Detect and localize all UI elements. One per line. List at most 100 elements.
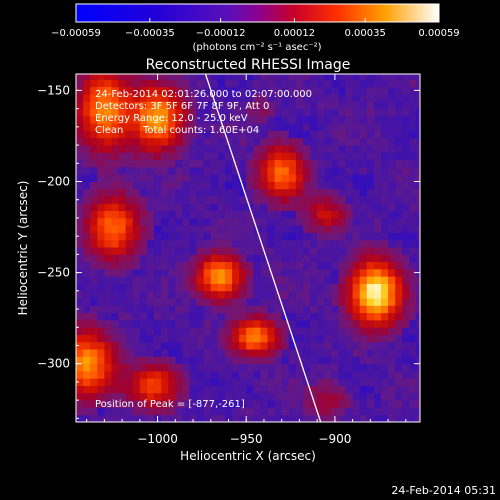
heatmap-cell <box>388 407 396 416</box>
heatmap-cell <box>345 188 354 197</box>
heatmap-cell <box>139 385 148 394</box>
heatmap-cell <box>366 115 375 124</box>
heatmap-cell <box>175 356 183 365</box>
heatmap-cell <box>366 356 375 365</box>
heatmap-cell <box>388 385 396 394</box>
heatmap-cell <box>345 137 354 146</box>
heatmap-cell <box>239 334 247 343</box>
heatmap-cell <box>331 203 339 212</box>
heatmap-cell <box>97 370 105 379</box>
heatmap-cell <box>76 247 84 255</box>
heatmap-cell <box>104 363 112 372</box>
heatmap-cell <box>253 283 261 292</box>
heatmap-cell <box>402 130 410 139</box>
heatmap-cell <box>324 247 332 255</box>
heatmap-cell <box>132 268 141 277</box>
heatmap-cell <box>246 108 254 117</box>
heatmap-cell <box>338 74 346 80</box>
heatmap-cell <box>175 312 183 321</box>
heatmap-cell <box>388 108 396 117</box>
heatmap-cell <box>83 312 91 321</box>
heatmap-cell <box>83 101 91 110</box>
heatmap-cell <box>111 327 119 335</box>
heatmap-cell <box>125 254 134 263</box>
heatmap-cell <box>395 370 403 379</box>
heatmap-cell <box>146 94 155 102</box>
heatmap-cell <box>402 305 410 314</box>
heatmap-cell <box>416 283 420 292</box>
heatmap-cell <box>203 268 212 277</box>
heatmap-cell <box>395 123 403 131</box>
heatmap-cell <box>224 166 233 175</box>
heatmap-cell <box>267 400 275 408</box>
heatmap-cell <box>189 86 197 95</box>
heatmap-cell <box>168 356 176 365</box>
heatmap-cell <box>373 370 382 379</box>
heatmap-cell <box>388 130 396 139</box>
heatmap-cell <box>154 276 162 284</box>
heatmap-cell <box>281 123 290 131</box>
heatmap-cell <box>317 210 325 219</box>
heatmap-cell <box>281 290 290 299</box>
heatmap-cell <box>267 210 275 219</box>
heatmap-cell <box>76 414 84 422</box>
heatmap-cell <box>97 123 105 131</box>
heatmap-cell <box>196 312 205 321</box>
heatmap-cell <box>111 181 119 190</box>
heatmap-cell <box>267 239 275 248</box>
heatmap-cell <box>189 94 197 102</box>
heatmap-cell <box>359 400 368 408</box>
colorbar-tick-label: −0.00035 <box>125 28 175 39</box>
heatmap-cell <box>267 407 275 416</box>
heatmap-cell <box>402 385 410 394</box>
colorbar-tick-label: −0.00059 <box>51 28 101 39</box>
heatmap-cell <box>232 188 240 197</box>
heatmap-cell <box>338 254 346 263</box>
heatmap-cell <box>380 196 389 204</box>
heatmap-cell <box>302 319 311 328</box>
heatmap-cell <box>409 334 417 343</box>
heatmap-cell <box>388 115 396 124</box>
heatmap-cell <box>90 152 98 161</box>
heatmap-cell <box>310 414 318 422</box>
heatmap-cell <box>90 166 98 175</box>
heatmap-cell <box>288 74 297 80</box>
heatmap-cell <box>132 290 141 299</box>
heatmap-cell <box>267 247 275 255</box>
heatmap-cell <box>338 407 346 416</box>
heatmap-cell <box>380 94 389 102</box>
heatmap-cell <box>388 86 396 95</box>
heatmap-cell <box>196 283 205 292</box>
heatmap-cell <box>125 283 134 292</box>
heatmap-cell <box>161 217 169 226</box>
heatmap-cell <box>239 370 247 379</box>
heatmap-cell <box>331 363 339 372</box>
heatmap-cell <box>239 298 247 306</box>
heatmap-cell <box>111 94 119 102</box>
heatmap-cell <box>281 254 290 263</box>
heatmap-cell <box>274 115 283 124</box>
heatmap-cell <box>402 363 410 372</box>
heatmap-cell <box>83 392 91 401</box>
heatmap-cell <box>409 232 417 241</box>
heatmap-cell <box>182 276 190 284</box>
heatmap-cell <box>373 188 382 197</box>
heatmap-cell <box>295 407 304 416</box>
heatmap-cell <box>203 174 212 182</box>
heatmap-cell <box>260 305 268 314</box>
heatmap-cell <box>260 378 268 386</box>
heatmap-cell <box>90 86 98 95</box>
heatmap-cell <box>210 254 219 263</box>
heatmap-cell <box>260 268 268 277</box>
heatmap-cell <box>246 152 254 161</box>
heatmap-cell <box>246 166 254 175</box>
heatmap-cell <box>395 254 403 263</box>
heatmap-cell <box>281 86 290 95</box>
heatmap-cell <box>175 385 183 394</box>
heatmap-cell <box>118 166 127 175</box>
heatmap-cell <box>111 341 119 350</box>
heatmap-cell <box>210 290 219 299</box>
heatmap-cell <box>125 152 134 161</box>
heatmap-cell <box>132 123 141 131</box>
heatmap-cell <box>345 378 354 386</box>
